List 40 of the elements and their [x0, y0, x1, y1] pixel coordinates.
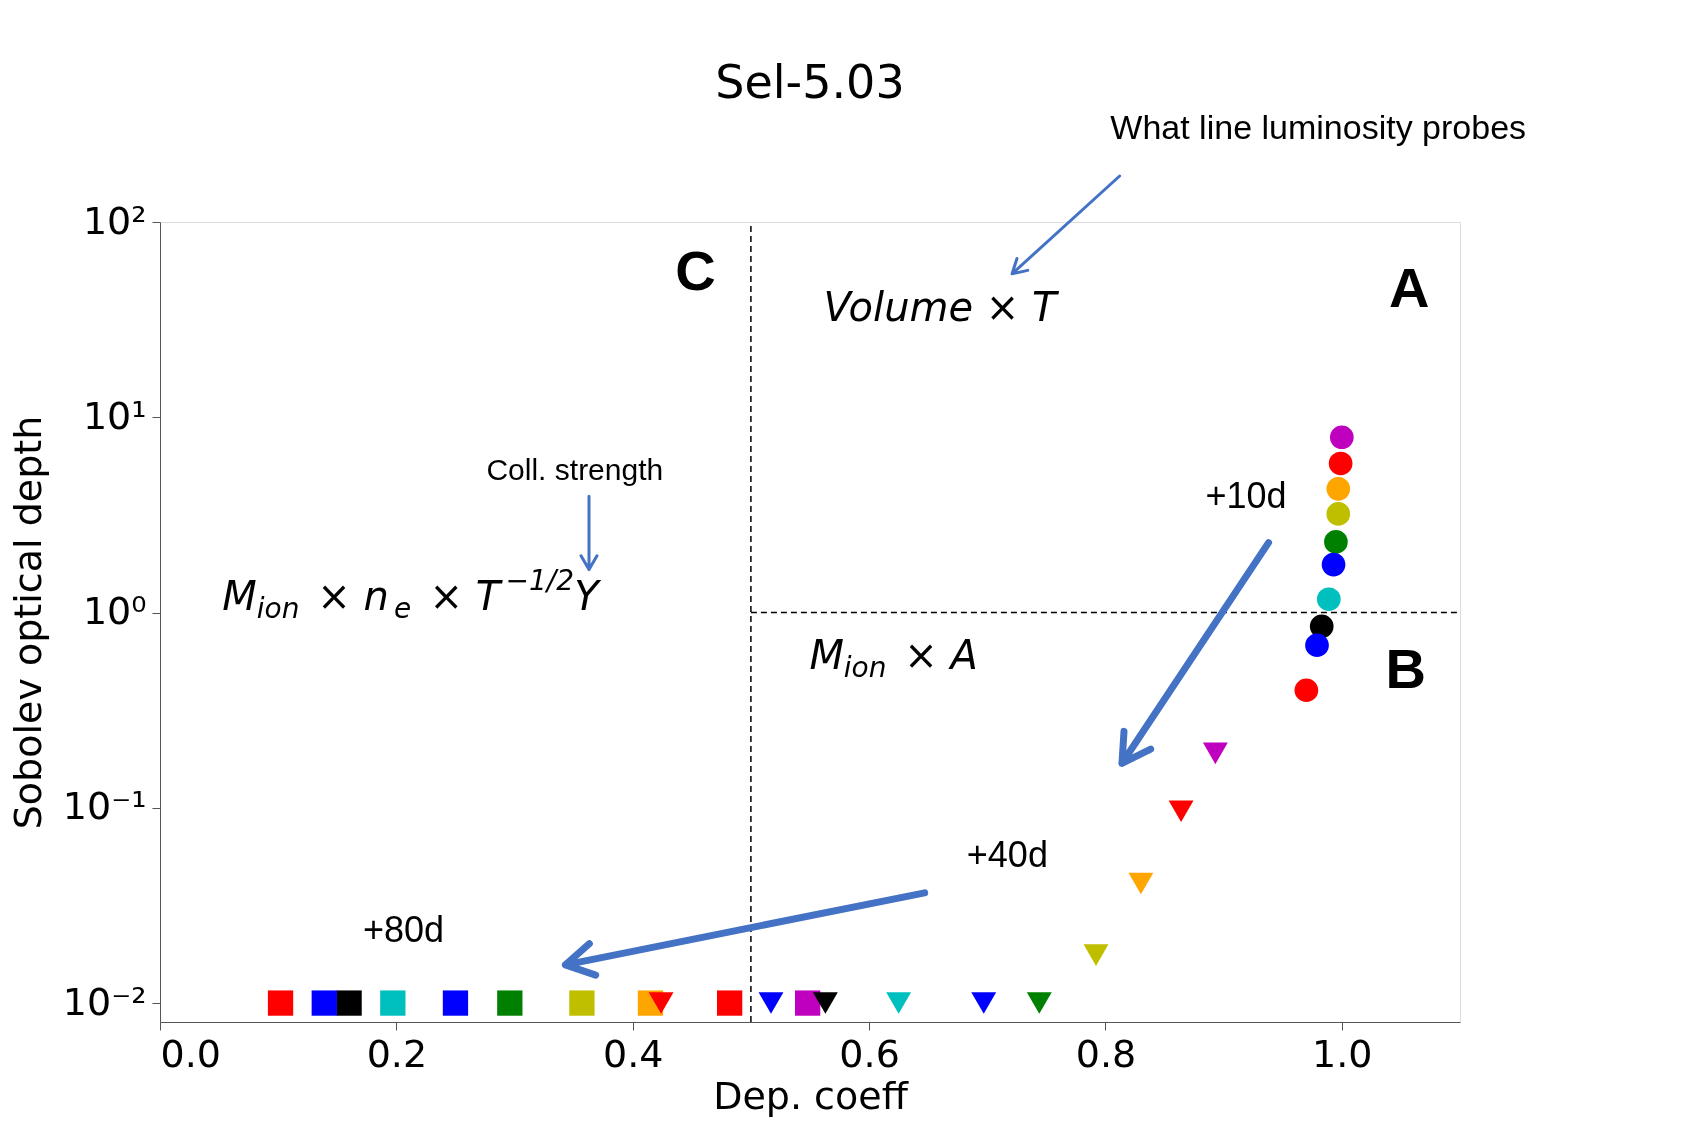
- y-tick-label: 10¹: [82, 393, 147, 438]
- point: [1128, 872, 1154, 895]
- point: [794, 990, 821, 1016]
- annotation: Coll. strength: [486, 453, 664, 487]
- point: [380, 990, 406, 1016]
- x-axis-title: Dep. coeff: [713, 1073, 909, 1118]
- point: [1202, 742, 1228, 765]
- x-tick-label: 0.4: [603, 1031, 664, 1076]
- point: [497, 990, 523, 1016]
- x-tick-label: 0.0: [160, 1031, 221, 1076]
- y-tick-label: 10⁰: [82, 589, 147, 634]
- x-tick-label: 1.0: [1312, 1031, 1373, 1076]
- point: [1329, 425, 1354, 450]
- annotation: C: [675, 238, 716, 302]
- annotation: +40d: [966, 834, 1048, 876]
- x-tick-label: 0.6: [839, 1031, 900, 1076]
- point: [1324, 530, 1348, 554]
- point: [886, 992, 912, 1014]
- point: [1083, 944, 1109, 966]
- point: [1326, 477, 1351, 501]
- annotation: +80d: [362, 908, 444, 950]
- point: [1309, 614, 1334, 639]
- point: [812, 992, 838, 1014]
- y-tick-label: 10²: [82, 198, 147, 243]
- point: [336, 990, 362, 1016]
- point: [1326, 502, 1351, 526]
- point: [1026, 992, 1052, 1014]
- y-tick-label: 10⁻²: [62, 979, 147, 1024]
- point: [1316, 587, 1341, 612]
- point: [569, 990, 595, 1016]
- annotation: B: [1385, 637, 1426, 701]
- text: What line luminosity probes: [1110, 107, 1527, 146]
- x-tick-label: 0.2: [366, 1031, 428, 1076]
- annotation: A: [1388, 255, 1430, 319]
- chart-title: Sel-5.03: [715, 54, 905, 109]
- annotation: Volume × T: [823, 283, 1061, 330]
- y-tick-label: 10⁻¹: [62, 784, 147, 829]
- y-axis-title: Sobolev optical depth: [5, 415, 50, 830]
- annotation: +10d: [1205, 475, 1287, 517]
- x-tick-label: 0.8: [1075, 1031, 1137, 1076]
